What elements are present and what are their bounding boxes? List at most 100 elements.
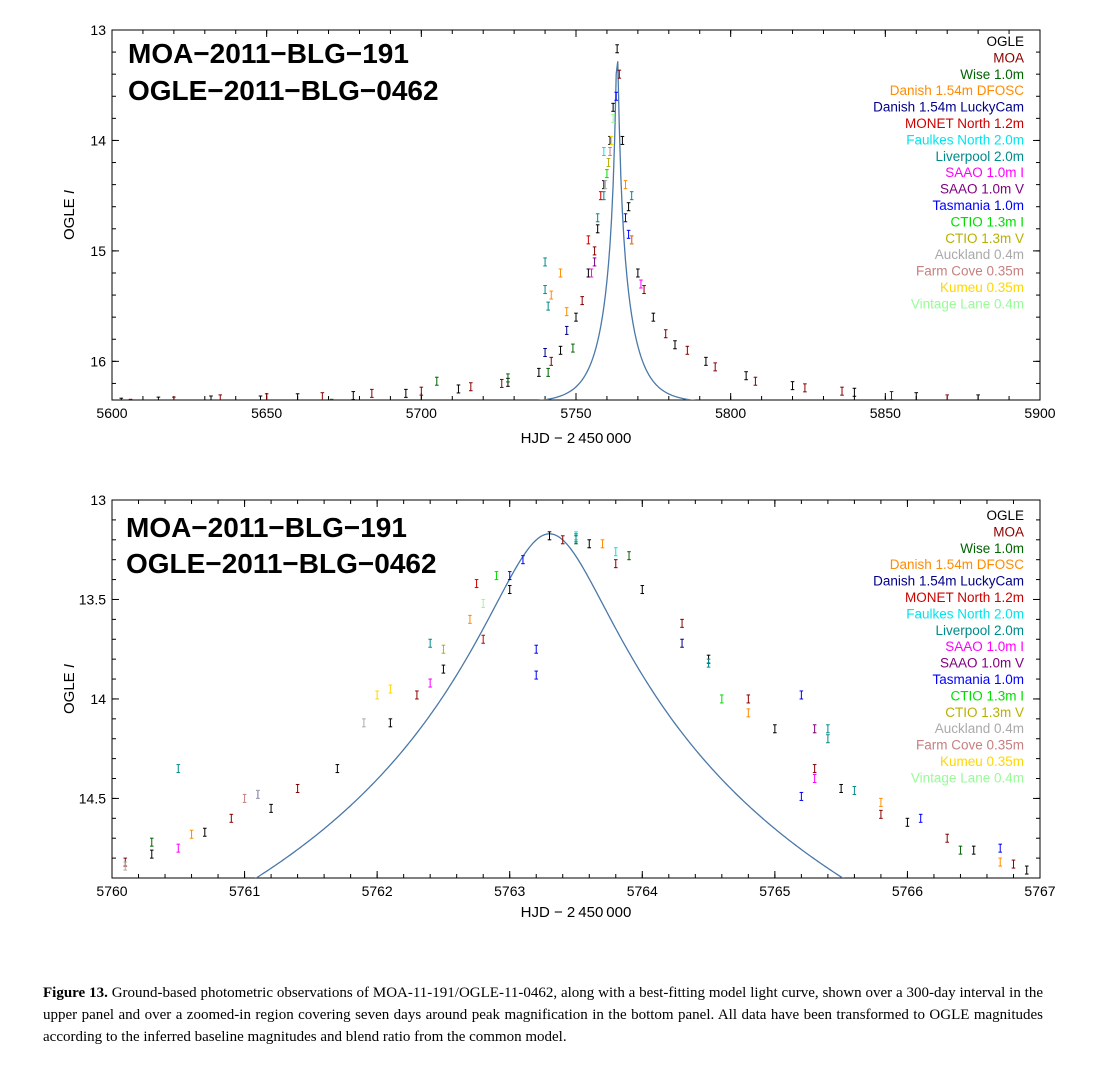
data-point [790, 381, 795, 391]
data-point [574, 312, 578, 322]
y-tick-label: 15 [90, 243, 106, 259]
data-point [172, 396, 176, 400]
data-point [706, 658, 711, 668]
data-point [600, 539, 605, 549]
data-point [474, 579, 479, 589]
chart-title-line: OGLE−2011−BLG−0462 [128, 75, 439, 106]
y-axis-label-text: OGLE [61, 194, 78, 240]
data-point [673, 340, 677, 350]
x-tick-label: 5800 [715, 405, 746, 421]
legend-entry: Kumeu 0.35m [940, 754, 1024, 769]
series-moa [128, 69, 949, 400]
series-farm-cove-0-35m [608, 146, 612, 156]
model-light-curve [537, 61, 697, 400]
data-point [574, 533, 578, 543]
series-wise-1-0m [329, 343, 575, 400]
data-point [905, 817, 910, 827]
legend-entry: OGLE [986, 508, 1024, 523]
legend-entry: Farm Cove 0.35m [916, 264, 1024, 279]
data-point [620, 135, 625, 145]
figure-caption: Figure 13. Ground-based photometric obse… [43, 982, 1043, 1048]
data-point [543, 348, 547, 358]
data-point [914, 392, 919, 400]
series-saao-1-0m-i [176, 678, 817, 853]
data-point [481, 634, 485, 644]
data-point [564, 325, 569, 335]
data-point [546, 301, 550, 311]
data-point [803, 383, 807, 393]
data-point [608, 146, 612, 156]
plot-frame [111, 499, 1041, 879]
data-point [598, 191, 603, 201]
series-danish-1-54m-luckycam [543, 325, 569, 358]
x-axis-label: HJD − 2 450 000 [521, 904, 632, 921]
data-point [839, 783, 843, 793]
data-point [507, 571, 512, 581]
data-point [826, 724, 830, 734]
x-tick-label: 5766 [892, 883, 923, 899]
legend-entry: Auckland 0.4m [935, 247, 1024, 262]
series-ogle [149, 531, 1029, 875]
data-point [176, 843, 181, 853]
data-point [595, 213, 600, 223]
data-point [720, 694, 724, 704]
data-point [189, 829, 194, 839]
data-point [435, 376, 439, 386]
x-tick-label: 5762 [362, 883, 393, 899]
y-axis-label-text: OGLE [61, 668, 78, 714]
data-point [543, 285, 547, 295]
series-ctio-1-3m-i [605, 169, 609, 179]
y-tick-label: 14 [90, 132, 106, 148]
data-point [269, 803, 273, 813]
data-point [375, 690, 379, 700]
data-point [351, 391, 356, 400]
data-point [629, 235, 634, 245]
legend-entry: CTIO 1.3m V [945, 705, 1024, 720]
data-point [852, 785, 857, 795]
legend-entry: SAAO 1.0m I [945, 165, 1024, 180]
x-tick-label: 5700 [406, 405, 437, 421]
data-point [609, 135, 614, 145]
series-faulkes-north-2-0m [574, 531, 618, 557]
data-point [362, 718, 366, 728]
series-danish-1-54m-dfosc [189, 539, 1003, 867]
y-axis-label: OGLE I [61, 664, 78, 714]
data-point [627, 551, 631, 561]
data-point [468, 614, 472, 624]
data-point [258, 395, 263, 400]
data-point [617, 69, 622, 79]
series-danish-1-54m-luckycam [680, 638, 684, 648]
data-point [606, 158, 611, 168]
data-point [218, 394, 223, 400]
data-point [613, 547, 618, 557]
data-point [639, 279, 643, 289]
data-point [663, 329, 668, 339]
series-liverpool-2-0m [176, 533, 857, 795]
data-point [388, 718, 393, 728]
data-point [680, 618, 684, 628]
data-point [128, 398, 133, 400]
data-point [976, 394, 980, 400]
data-point [203, 827, 207, 837]
data-point [614, 91, 619, 101]
data-point [744, 371, 748, 381]
legend-entry: MONET North 1.2m [905, 116, 1024, 131]
x-tick-label: 5850 [870, 405, 901, 421]
data-point [388, 684, 393, 694]
caption-label: Figure 13. [43, 985, 108, 1001]
data-point [879, 797, 883, 807]
data-point [587, 539, 592, 549]
chart-title-line: MOA−2011−BLG−191 [126, 512, 407, 543]
y-tick-label: 13.5 [79, 591, 106, 607]
x-tick-label: 5760 [96, 883, 127, 899]
data-point [558, 268, 563, 278]
data-point [441, 664, 446, 674]
legend-entry: Danish 1.54m LuckyCam [873, 100, 1024, 115]
figure: 5600 5650 5700 5750 5800 5850 5900 13 14 15 16 HJD … [61, 22, 1056, 921]
x-axis-label: HJD − 2 450 000 [521, 430, 632, 447]
data-point [840, 386, 844, 396]
data-point [611, 102, 615, 112]
data-point [605, 169, 609, 179]
series-monet-north-1-2m [474, 579, 485, 644]
data-point [998, 857, 1003, 867]
